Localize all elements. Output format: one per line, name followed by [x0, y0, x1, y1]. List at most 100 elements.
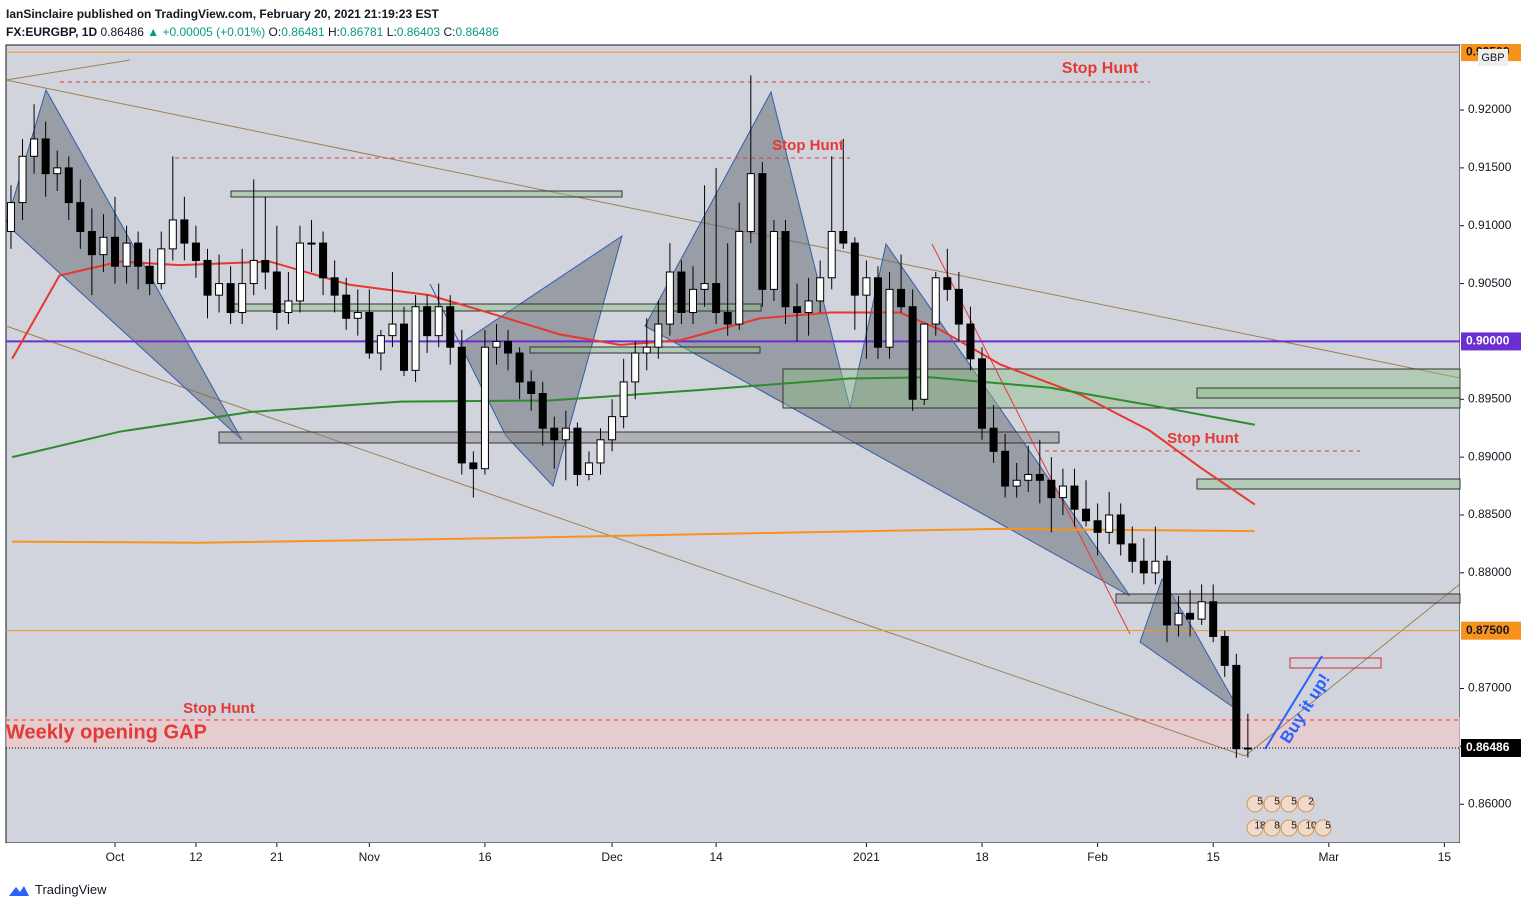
time-axis: [6, 843, 1522, 873]
candle-body: [342, 294, 351, 319]
candle-body: [330, 277, 339, 296]
event-icon: [1314, 819, 1332, 837]
event-icon: [1297, 795, 1315, 813]
candle-body: [1070, 485, 1079, 510]
candle-body: [827, 231, 836, 279]
candle-body: [388, 323, 397, 337]
candle-body: [504, 340, 513, 354]
candle-body: [839, 231, 848, 244]
candle-body: [608, 416, 617, 441]
candle-body: [111, 236, 120, 267]
logo: [9, 885, 29, 896]
event-icon: [1280, 819, 1298, 837]
candle-body: [1035, 473, 1044, 481]
x-tick-label: 16: [478, 850, 492, 864]
candle-body: [619, 381, 628, 418]
candle-body: [134, 242, 143, 267]
trendline: [1244, 583, 1461, 757]
candle-body: [1012, 479, 1021, 487]
candle-body: [365, 312, 374, 354]
x-tick-label: 2021: [853, 850, 880, 864]
candle-body: [781, 231, 790, 308]
event-count: 2: [1308, 797, 1314, 808]
candle-body: [550, 427, 559, 441]
candle-body: [735, 231, 744, 325]
zone: [1196, 387, 1461, 399]
y-tick-label: 0.86000: [1468, 796, 1512, 810]
candle-body: [1116, 514, 1125, 545]
event-count: 5: [1291, 797, 1297, 808]
annotation: Stop Hunt: [183, 700, 255, 717]
y-tick-label: 0.92000: [1468, 102, 1512, 116]
event-icon: [1246, 795, 1264, 813]
candle-body: [758, 173, 767, 290]
candle-body: [712, 283, 721, 314]
candle-body: [1162, 560, 1171, 626]
x-tick-label: Nov: [359, 850, 380, 864]
candle-body: [492, 340, 501, 348]
candle-body: [1186, 612, 1195, 620]
last-price-box: [1461, 739, 1521, 758]
candle-body: [145, 265, 154, 285]
annotation: Weekly opening GAP: [6, 721, 207, 743]
event-icon: [1297, 819, 1315, 837]
candle-body: [53, 167, 62, 175]
candle-body: [538, 392, 547, 429]
event-count: 5: [1291, 821, 1297, 832]
candle-body: [76, 202, 85, 233]
label: O:: [268, 25, 282, 39]
candle-body: [457, 346, 466, 464]
event-icon: [1263, 795, 1281, 813]
candle-body: [203, 259, 212, 296]
candle-body: [850, 242, 859, 296]
price-label: 0.87500: [1466, 623, 1510, 637]
zone: [1115, 593, 1461, 604]
candle-body: [793, 306, 802, 314]
stop-lines: [6, 81, 1460, 721]
event-icon: [1263, 819, 1281, 837]
moving-average: [11, 376, 1255, 459]
event-count: 8: [1274, 821, 1280, 832]
candle-body: [561, 427, 570, 441]
candle-body: [943, 277, 952, 290]
candle-body: [122, 242, 131, 267]
y-tick-label: 0.89500: [1468, 391, 1512, 405]
price-label-box: [1461, 621, 1521, 640]
candle-body: [376, 335, 385, 354]
candle-body: [966, 323, 975, 360]
candle-body: [1209, 601, 1218, 637]
y-tick-label: 0.91000: [1468, 218, 1512, 232]
arrow: ▲: [147, 25, 160, 39]
candle-body: [527, 381, 536, 394]
event-count: 10: [1305, 821, 1317, 832]
candle-body: [1220, 635, 1229, 666]
candle-body: [584, 462, 593, 475]
y-tick-label: 0.87000: [1468, 681, 1512, 695]
candle-body: [226, 283, 235, 314]
x-tick-label: Mar: [1318, 850, 1339, 864]
high: 0.86781: [339, 25, 384, 39]
candle-body: [87, 231, 96, 256]
x-tick-label: Dec: [601, 850, 622, 864]
candle-body: [1058, 485, 1067, 499]
currency-box: [1478, 49, 1508, 66]
y-tick-label: 0.90500: [1468, 276, 1512, 290]
x-tick-label: 15: [1207, 850, 1221, 864]
quote-line: FX:EURGBP, 1D 0.86486 ▲ +0.00005 (+0.01%…: [6, 23, 499, 41]
candle-body: [1001, 450, 1010, 487]
candle-body: [249, 259, 258, 285]
candle-body: [319, 242, 328, 279]
candle-body: [873, 277, 882, 348]
candle-body: [746, 173, 755, 233]
candle-body: [908, 306, 917, 400]
zone: [1289, 657, 1382, 669]
candle-body: [41, 138, 50, 175]
candle-body: [1197, 601, 1206, 620]
candle-body: [573, 427, 582, 475]
currency: GBP: [1481, 52, 1504, 64]
brand: TradingView: [35, 882, 107, 897]
candle-body: [1093, 520, 1102, 533]
candle-body: [1174, 612, 1183, 626]
candle-body: [469, 462, 478, 470]
x-tick-label: 12: [189, 850, 203, 864]
